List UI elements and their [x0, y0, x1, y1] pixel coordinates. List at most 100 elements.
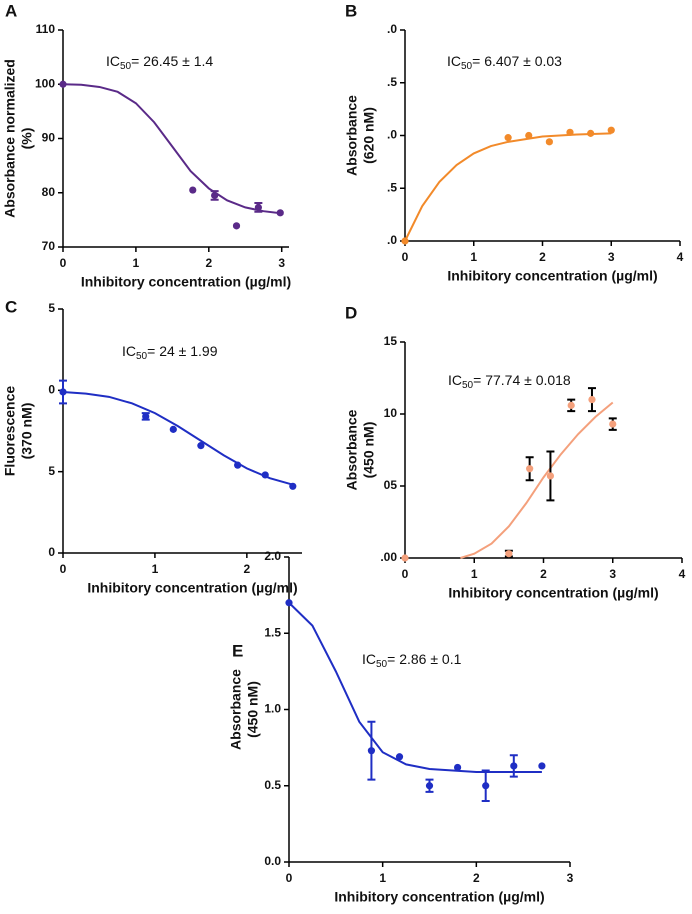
data-point — [211, 191, 219, 200]
fit-curve — [404, 132, 612, 242]
annotation-text: = 26.45 ± 1.4 — [131, 53, 213, 69]
x-tick-label: 4 — [679, 567, 686, 581]
annotation: IC50= 26.45 ± 1.4 — [106, 53, 213, 72]
annotation: IC50= 2.86 ± 0.1 — [362, 651, 462, 670]
y-tick-label: .0 — [387, 128, 397, 142]
y-tick-label: .0 — [387, 22, 397, 36]
y-axis-label: Absorbance — [344, 409, 360, 490]
y-tick-label: 0.5 — [264, 778, 281, 792]
data-point — [232, 222, 241, 230]
x-tick-label: 0 — [402, 250, 409, 264]
y-axis-label: Fluorescence — [2, 386, 18, 476]
annotation-subscript: 50 — [136, 351, 148, 362]
data-point — [395, 753, 404, 761]
annotation: IC50= 24 ± 1.99 — [122, 343, 218, 362]
annotation-subscript: 50 — [462, 380, 474, 391]
y-tick-label: 80 — [42, 185, 56, 199]
annotation-prefix: IC — [447, 53, 461, 69]
x-tick-label: 1 — [152, 562, 159, 576]
y-tick-label: 1.5 — [264, 625, 281, 639]
y-axis-label: (450 nM) — [361, 422, 377, 479]
data-point — [276, 209, 284, 217]
data-point — [234, 461, 242, 469]
data-point — [567, 401, 575, 409]
x-axis-label: Inhibitory concentration (µg/ml) — [448, 585, 658, 601]
data-point — [197, 442, 205, 450]
y-tick-label: 90 — [42, 131, 56, 145]
data-point — [289, 482, 297, 490]
x-axis-label: Inhibitory concentration (µg/ml) — [447, 268, 657, 284]
y-axis-label: (370 nM) — [19, 403, 35, 460]
y-tick-label: 1.0 — [264, 702, 281, 716]
panel: A 70 80 90 100 110 0 1 2 3 Inhibitory concentratio… — [2, 1, 291, 289]
x-tick-label: 0 — [286, 871, 293, 885]
fit-curve — [288, 602, 542, 774]
data-point — [525, 131, 533, 140]
y-axis-label: Absorbance normalized — [2, 59, 18, 218]
annotation-prefix: IC — [106, 53, 120, 69]
x-tick-label: 3 — [278, 256, 285, 270]
panel: D .00 05 10 15 0 1 2 3 4 Inhibitory concentration … — [344, 303, 686, 600]
x-tick-label: 1 — [471, 567, 478, 581]
y-tick-label: 5 — [48, 464, 55, 478]
data-point — [538, 762, 546, 770]
x-tick-label: 3 — [567, 871, 574, 885]
y-tick-label: .5 — [387, 75, 397, 89]
data-point — [588, 396, 596, 404]
y-tick-label: .0 — [387, 233, 397, 247]
x-tick-label: 1 — [379, 871, 386, 885]
y-tick-label: 10 — [384, 406, 398, 420]
annotation-text: = 2.86 ± 0.1 — [387, 651, 461, 667]
data-point — [285, 599, 293, 607]
panel-label: A — [5, 1, 17, 20]
x-tick-label: 3 — [608, 250, 615, 264]
y-tick-label: 2.0 — [264, 549, 281, 563]
fit-curve — [62, 390, 294, 486]
y-tick-label: 0.0 — [264, 854, 281, 868]
x-tick-label: 0 — [60, 562, 67, 576]
data-point — [401, 237, 409, 245]
x-tick-label: 1 — [470, 250, 477, 264]
x-tick-label: 0 — [60, 256, 67, 270]
y-tick-label: .5 — [387, 180, 397, 194]
data-point — [545, 138, 553, 146]
y-axis-label: Absorbance — [344, 95, 360, 176]
y-tick-label: 0 — [48, 545, 55, 559]
y-tick-label: 5 — [48, 301, 55, 315]
x-tick-label: 2 — [244, 562, 251, 576]
data-point — [401, 554, 409, 562]
data-point — [482, 782, 490, 790]
y-tick-label: .00 — [380, 550, 397, 564]
y-tick-label: 70 — [42, 239, 56, 253]
data-point — [142, 412, 150, 420]
panel-label: B — [345, 1, 357, 20]
y-tick-label: 0 — [48, 383, 55, 397]
y-tick-label: 05 — [384, 478, 398, 492]
annotation-subscript: 50 — [376, 659, 388, 670]
x-axis-label: Inhibitory concentration (µg/ml) — [334, 889, 544, 905]
panel-label: E — [232, 641, 243, 660]
x-tick-label: 2 — [539, 250, 546, 264]
y-axis-label: (620 nM) — [361, 107, 377, 164]
x-tick-label: 3 — [609, 567, 616, 581]
data-point — [261, 471, 269, 479]
data-point — [526, 465, 534, 473]
data-point — [505, 550, 513, 558]
y-axis-label: Absorbance — [228, 669, 244, 750]
y-axis-label: (%) — [19, 128, 35, 150]
y-tick-label: 110 — [36, 22, 56, 36]
annotation-prefix: IC — [362, 651, 376, 667]
data-point — [566, 128, 574, 136]
annotation-subscript: 50 — [120, 61, 132, 72]
x-axis-label: Inhibitory concentration (µg/ml) — [87, 580, 297, 596]
x-tick-label: 1 — [133, 256, 140, 270]
annotation-prefix: IC — [448, 372, 462, 388]
fit-curve — [460, 401, 614, 559]
annotation: IC50= 77.74 ± 0.018 — [448, 372, 571, 391]
data-point — [607, 126, 615, 134]
y-tick-label: 15 — [384, 334, 398, 348]
x-tick-label: 0 — [402, 567, 409, 581]
x-tick-label: 2 — [540, 567, 547, 581]
